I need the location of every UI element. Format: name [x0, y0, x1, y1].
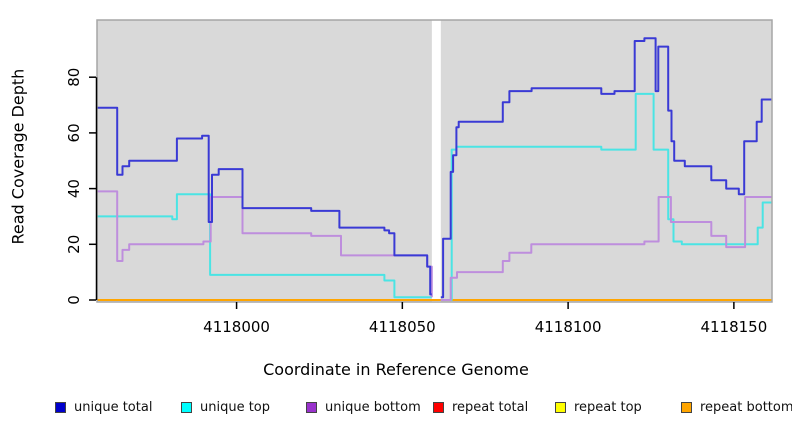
- legend-item-repeat-total: repeat total: [433, 398, 528, 416]
- legend-swatch-icon: [55, 401, 66, 413]
- no-data-gap: [431, 20, 441, 302]
- x-tick-label: 4118050: [369, 318, 436, 336]
- y-axis-title: Read Coverage Depth: [8, 68, 28, 245]
- legend-item-unique-top: unique top: [181, 398, 270, 416]
- series-line-unique-total: [440, 37, 772, 299]
- series-line-unique-total: [97, 106, 432, 296]
- y-tick-label: 20: [65, 235, 83, 254]
- y-tick-label: 40: [65, 179, 83, 198]
- legend-swatch-icon: [555, 401, 566, 413]
- series-line-unique-bottom: [440, 196, 772, 301]
- x-axis-title: Coordinate in Reference Genome: [263, 360, 529, 379]
- x-tick-label: 4118000: [203, 318, 270, 336]
- x-tick-label: 4118100: [535, 318, 602, 336]
- x-tick-label: 4118150: [700, 318, 767, 336]
- legend-swatch-icon: [306, 401, 317, 413]
- y-tick-label: 60: [65, 123, 83, 142]
- legend-label: unique total: [74, 399, 153, 415]
- legend-label: unique bottom: [325, 399, 421, 415]
- legend-item-repeat-top: repeat top: [555, 398, 642, 416]
- legend: unique total unique top unique bottom repea…: [0, 398, 792, 418]
- legend-item-unique-bottom: unique bottom: [306, 398, 421, 416]
- y-tick-label: 80: [65, 68, 83, 87]
- coverage-chart: 0 20 40 60 80 4118000 4118050 4118100 4118150: [65, 19, 773, 336]
- legend-label: repeat total: [452, 399, 529, 415]
- legend-item-repeat-bottom: repeat bottom: [681, 398, 792, 416]
- y-tick-label: 0: [65, 295, 83, 305]
- legend-swatch-icon: [681, 401, 692, 413]
- legend-swatch-icon: [433, 401, 444, 413]
- legend-swatch-icon: [181, 401, 192, 413]
- legend-label: unique top: [200, 399, 271, 415]
- legend-label: repeat top: [574, 399, 642, 415]
- legend-item-unique-total: unique total: [55, 398, 152, 416]
- legend-label: repeat bottom: [700, 399, 792, 415]
